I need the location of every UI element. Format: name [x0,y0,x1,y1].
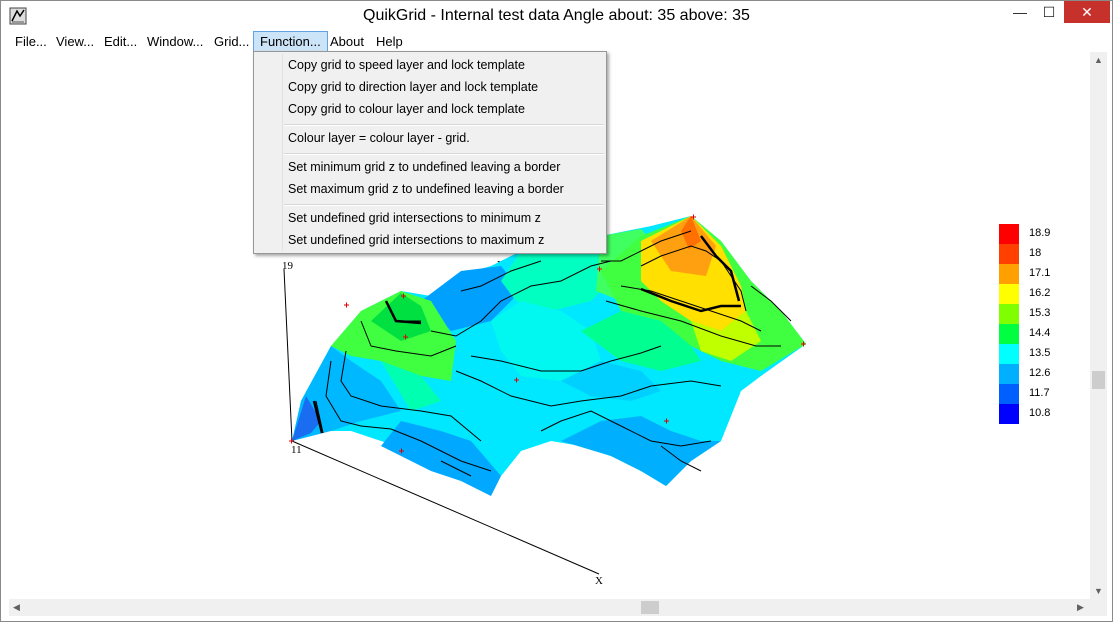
scrollbar-corner [1090,599,1107,616]
scroll-up-icon[interactable]: ▲ [1094,55,1103,65]
close-button[interactable]: ✕ [1064,1,1110,23]
legend-label: 14.4 [1029,327,1050,339]
scroll-left-icon[interactable]: ◀ [13,602,20,612]
legend-swatch [999,244,1019,264]
legend-label: 15.3 [1029,307,1050,319]
legend-label: 16.2 [1029,287,1050,299]
menu-item-copy-direction[interactable]: Copy grid to direction layer and lock te… [288,80,539,94]
legend-label: 13.5 [1029,347,1050,359]
horizontal-scrollbar[interactable]: ◀ ▶ [9,599,1090,616]
x-axis-line [291,440,600,575]
legend-swatch [999,404,1019,424]
legend-label: 11.7 [1029,387,1050,399]
menu-item-set-max-undefined[interactable]: Set maximum grid z to undefined leaving … [288,182,564,196]
title-bar[interactable]: QuikGrid - Internal test data Angle abou… [1,1,1112,31]
legend-swatch [999,304,1019,324]
menu-gutter [282,54,283,251]
bold-contour-lines [312,235,741,434]
menu-about[interactable]: About [330,34,364,49]
vertical-scroll-thumb[interactable] [1092,371,1105,389]
menu-item-undefined-to-max[interactable]: Set undefined grid intersections to maxi… [288,233,545,247]
surface-mesh [292,216,806,496]
legend-label: 17.1 [1029,267,1050,279]
z-max-label: 19 [282,260,294,272]
menu-item-undefined-to-min[interactable]: Set undefined grid intersections to mini… [288,211,541,225]
menu-window[interactable]: Window... [147,34,204,49]
window-title: QuikGrid - Internal test data Angle abou… [363,7,750,24]
legend-swatch [999,364,1019,384]
legend-swatch [999,324,1019,344]
z-min-label: 11 [291,444,302,456]
menu-file[interactable]: File... [15,34,47,49]
legend-label: 18 [1029,247,1041,259]
minimize-button[interactable]: — [1013,4,1027,20]
x-axis-label: X [595,575,603,587]
maximize-button[interactable]: ☐ [1042,3,1056,20]
legend-label: 12.6 [1029,367,1050,379]
z-axis-line [283,268,293,442]
legend-swatch [999,384,1019,404]
menu-function[interactable]: Function... [253,31,328,52]
horizontal-scroll-thumb[interactable] [641,601,659,614]
menu-separator [284,124,604,126]
legend-swatch [999,264,1019,284]
menu-separator [284,204,604,206]
data-point-markers [289,214,806,454]
scroll-down-icon[interactable]: ▼ [1094,586,1103,596]
menu-view[interactable]: View... [56,34,95,49]
legend-swatch [999,224,1019,244]
legend-swatch [999,344,1019,364]
app-icon[interactable] [9,7,27,25]
menu-item-set-min-undefined[interactable]: Set minimum grid z to undefined leaving … [288,160,561,174]
menu-item-copy-colour[interactable]: Copy grid to colour layer and lock templ… [288,102,525,116]
menu-item-colour-layer-minus-grid[interactable]: Colour layer = colour layer - grid. [288,131,470,145]
color-legend: 18.9 18 17.1 16.2 15.3 14.4 13.5 12.6 11.7 10.8 [999,224,1050,424]
menu-bar: File... View... Edit... Window... Grid..… [1,31,1112,52]
scroll-right-icon[interactable]: ▶ [1077,602,1084,612]
menu-grid[interactable]: Grid... [214,34,250,49]
legend-swatch [999,284,1019,304]
menu-item-copy-speed[interactable]: Copy grid to speed layer and lock templa… [288,58,525,72]
legend-label: 18.9 [1029,227,1050,239]
contour-lines [315,230,792,477]
surface-plot: 19 11 Y X [282,214,1050,587]
legend-label: 10.8 [1029,407,1050,419]
function-menu-dropdown: Copy grid to speed layer and lock templa… [253,51,607,254]
menu-help[interactable]: Help [376,34,403,49]
vertical-scrollbar[interactable]: ▲ ▼ [1090,52,1107,599]
menu-edit[interactable]: Edit... [104,34,138,49]
menu-separator [284,153,604,155]
